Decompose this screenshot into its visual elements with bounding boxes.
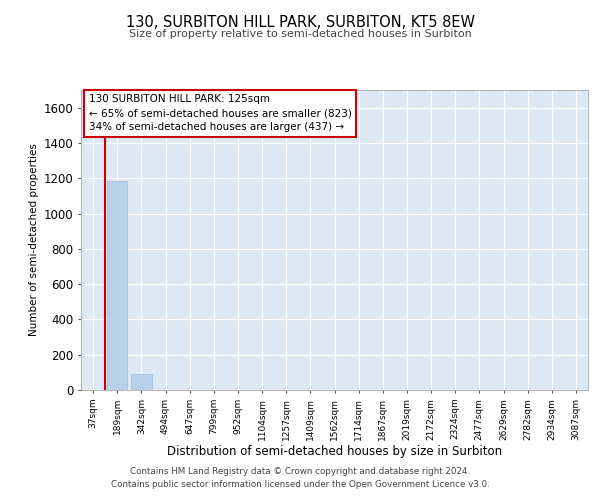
Bar: [131, 374, 152, 390]
Text: Size of property relative to semi-detached houses in Surbiton: Size of property relative to semi-detach…: [128, 29, 472, 39]
Y-axis label: Number of semi-detached properties: Number of semi-detached properties: [29, 144, 40, 336]
Text: 130, SURBITON HILL PARK, SURBITON, KT5 8EW: 130, SURBITON HILL PARK, SURBITON, KT5 8…: [125, 15, 475, 30]
X-axis label: Distribution of semi-detached houses by size in Surbiton: Distribution of semi-detached houses by …: [167, 446, 502, 458]
Bar: [107, 181, 127, 390]
Text: 130 SURBITON HILL PARK: 125sqm
← 65% of semi-detached houses are smaller (823)
3: 130 SURBITON HILL PARK: 125sqm ← 65% of …: [89, 94, 352, 132]
Text: Contains public sector information licensed under the Open Government Licence v3: Contains public sector information licen…: [110, 480, 490, 489]
Text: Contains HM Land Registry data © Crown copyright and database right 2024.: Contains HM Land Registry data © Crown c…: [130, 467, 470, 476]
